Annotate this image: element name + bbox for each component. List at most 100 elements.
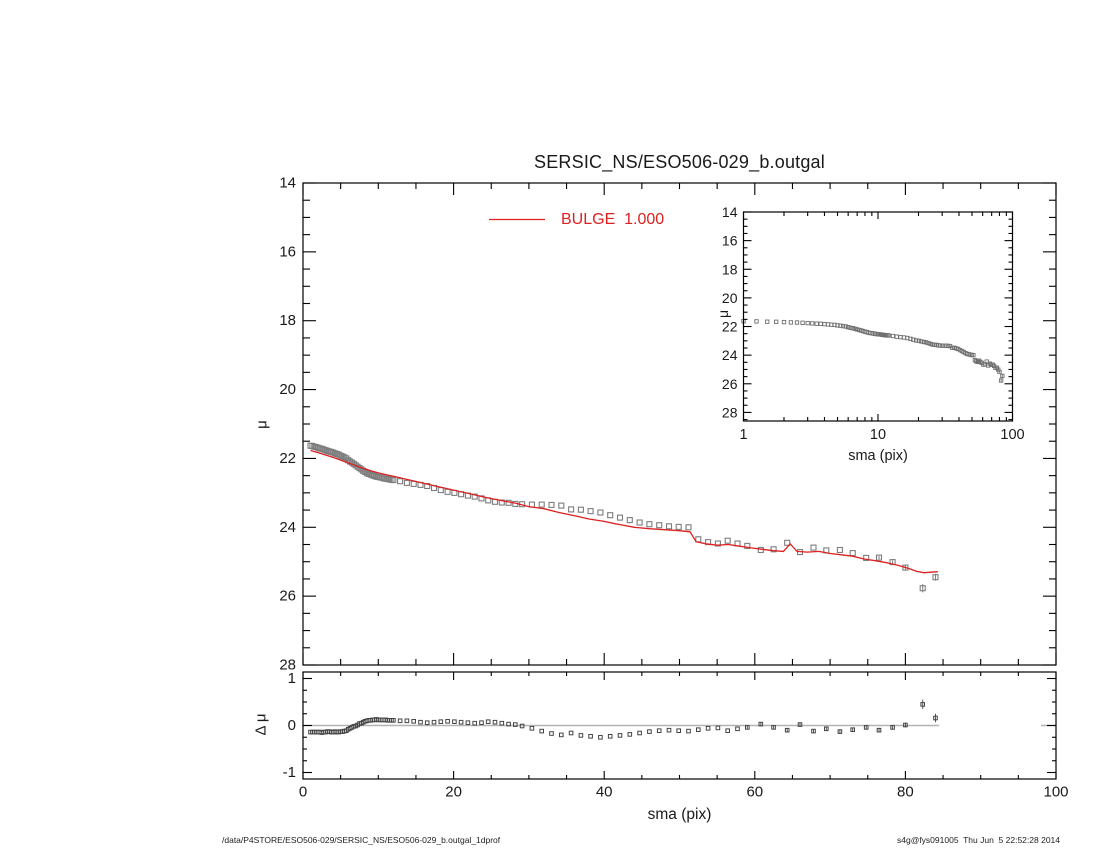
residual-point (735, 726, 740, 732)
inset-y-axis-label: μ (715, 309, 731, 319)
main-frame (302, 182, 1057, 666)
page-title: SERSIC_NS/ESO506-029_b.outgal (534, 152, 825, 172)
residual-point (391, 718, 396, 723)
residual-point (568, 730, 574, 736)
inset-data-point (843, 324, 848, 329)
residual-point (656, 728, 662, 734)
residual-point (411, 719, 416, 724)
inset-data-point (848, 325, 853, 330)
residual-point (472, 720, 477, 726)
residual-point (696, 727, 701, 733)
data-point (444, 488, 451, 495)
residual-point (715, 725, 721, 731)
inset-data-point (894, 334, 899, 339)
model-line (310, 449, 938, 574)
residual-point (598, 735, 603, 740)
residual-point (637, 730, 642, 736)
legend-label: BULGE 1.000 (561, 211, 665, 228)
residual-point (519, 723, 525, 729)
inset-x-tick-label: 1 (739, 427, 747, 443)
residual-point (578, 733, 584, 738)
data-point (724, 537, 731, 544)
data-point (324, 447, 331, 454)
inset-data-point (800, 320, 805, 325)
inset-data-point (846, 325, 851, 330)
inset-x-tick-label: 10 (870, 427, 886, 443)
data-point (337, 452, 344, 459)
inset-data-point (818, 321, 823, 326)
residual-point (492, 719, 498, 725)
inset-data-point (926, 340, 931, 346)
data-point (390, 477, 397, 484)
residual-point (676, 728, 682, 734)
inset-data-point (898, 334, 903, 340)
data-point (363, 470, 371, 477)
data-point (397, 478, 404, 485)
data-point (371, 472, 378, 480)
x-axis-label: sma (pix) (647, 806, 712, 823)
data-point (836, 546, 843, 554)
data-point (333, 450, 340, 458)
residual-point (452, 719, 457, 725)
residual-point (745, 725, 750, 730)
residual-point (686, 728, 691, 734)
main-y-tick-label: 28 (279, 657, 296, 674)
inset-data-point (943, 343, 948, 348)
residual-point (617, 733, 623, 738)
residual-point (445, 719, 450, 724)
residual-point (529, 726, 535, 731)
data-point (330, 449, 337, 456)
residual-point (647, 729, 652, 734)
main-y-tick-label: 22 (279, 450, 296, 467)
inset-data-point (852, 326, 858, 331)
inset-data-point (997, 369, 1002, 375)
inset-data-point (788, 320, 794, 325)
residual-point (607, 734, 613, 739)
inset-y-tick-label: 14 (722, 204, 738, 220)
data-point (369, 472, 376, 479)
inset-x-tick-label: 100 (1000, 427, 1024, 443)
residual-point (513, 722, 518, 727)
residual-point (549, 731, 554, 736)
residual-point (404, 718, 410, 724)
data-point (626, 517, 633, 524)
residual-point (431, 719, 437, 725)
residual-point (438, 719, 444, 725)
inset-data-point (850, 326, 855, 331)
inset-x-axis-label: sma (pix) (848, 448, 908, 464)
inset-y-tick-label: 26 (722, 376, 738, 392)
data-point (607, 512, 614, 519)
inset-y-tick-label: 18 (722, 261, 738, 277)
inset-y-tick-label: 22 (722, 319, 738, 335)
data-point (335, 451, 342, 458)
main-y-tick-label: 24 (279, 519, 296, 536)
data-point (313, 444, 320, 451)
data-point (568, 506, 575, 513)
residual-point (465, 720, 471, 726)
data-point (320, 446, 327, 453)
inset-y-tick-label: 28 (722, 404, 738, 420)
residual-point (506, 721, 511, 727)
inset-y-tick-label: 24 (722, 347, 738, 363)
inset-data-point (774, 319, 779, 324)
residual-point (627, 732, 633, 737)
data-point (685, 524, 692, 531)
data-point (538, 501, 545, 508)
data-point (328, 448, 335, 455)
data-point (646, 521, 653, 528)
data-point (675, 523, 682, 530)
x-tick-label: 100 (1043, 784, 1068, 801)
inset-data-point (835, 323, 840, 328)
inset-frame (742, 211, 1014, 422)
data-point (665, 523, 673, 530)
x-tick-label: 20 (445, 784, 462, 801)
data-point (744, 542, 751, 549)
inset-data-point (945, 343, 950, 348)
user-timestamp-text: s4g@fys091005 Thu Jun 5 22:52:28 2014 (896, 835, 1060, 845)
residual-point (458, 719, 464, 725)
inset-data-point (765, 319, 770, 324)
inset-data-point (822, 321, 827, 327)
inset-data-point (794, 320, 800, 325)
